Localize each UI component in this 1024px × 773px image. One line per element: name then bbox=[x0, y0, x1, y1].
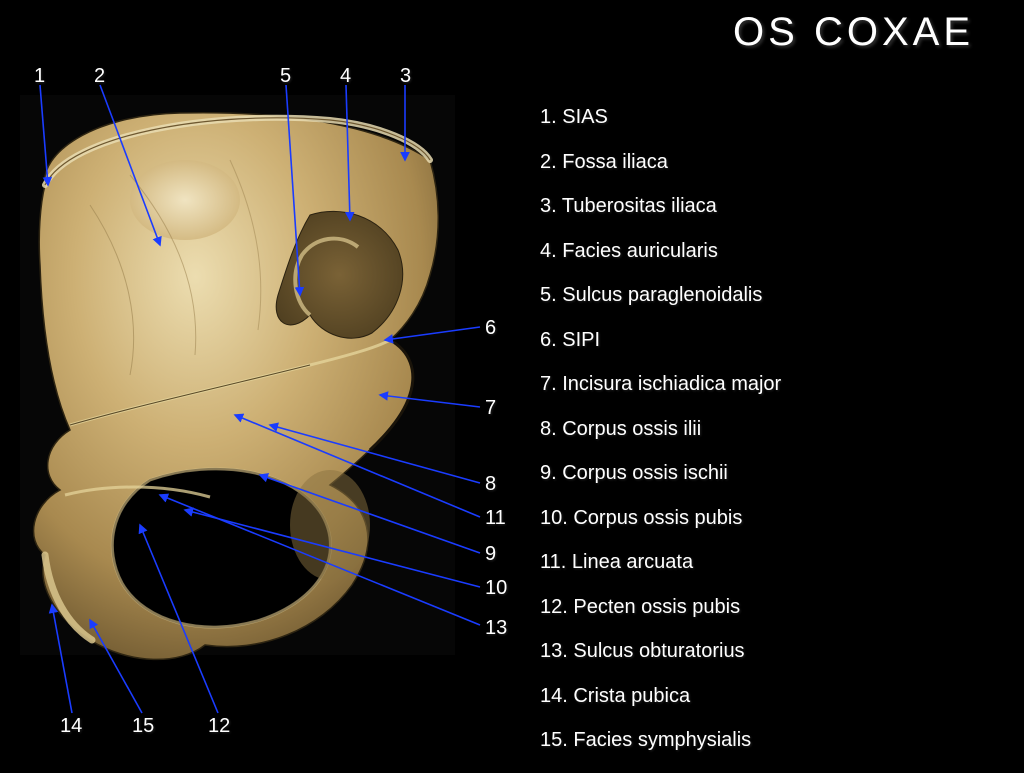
diagram-number-label: 10 bbox=[485, 577, 507, 600]
diagram-number-label: 11 bbox=[485, 507, 506, 530]
diagram-number-label: 12 bbox=[208, 715, 230, 738]
legend-item: 6. SIPI bbox=[540, 328, 781, 352]
legend-item: 1. SIAS bbox=[540, 105, 781, 129]
legend-item: 10. Corpus ossis pubis bbox=[540, 506, 781, 530]
bone-illustration bbox=[10, 65, 460, 685]
diagram-number-label: 9 bbox=[485, 543, 496, 566]
diagram-number-label: 8 bbox=[485, 473, 496, 496]
diagram-number-label: 6 bbox=[485, 317, 496, 340]
legend-list: 1. SIAS 2. Fossa iliaca 3. Tuberositas i… bbox=[540, 105, 781, 773]
diagram-number-label: 15 bbox=[132, 715, 154, 738]
legend-item: 3. Tuberositas iliaca bbox=[540, 194, 781, 218]
legend-item: 4. Facies auricularis bbox=[540, 239, 781, 263]
legend-item: 5. Sulcus paraglenoidalis bbox=[540, 283, 781, 307]
diagram-number-label: 3 bbox=[400, 65, 411, 88]
slide: OS COXAE 1. SIAS 2. Fossa iliaca 3. Tube… bbox=[0, 0, 1024, 768]
diagram-number-label: 4 bbox=[340, 65, 351, 88]
legend-item: 14. Crista pubica bbox=[540, 684, 781, 708]
legend-item: 7. Incisura ischiadica major bbox=[540, 372, 781, 396]
diagram-number-label: 2 bbox=[94, 65, 105, 88]
diagram-number-label: 13 bbox=[485, 617, 507, 640]
diagram-number-label: 5 bbox=[280, 65, 291, 88]
legend-item: 11. Linea arcuata bbox=[540, 550, 781, 574]
legend-item: 9. Corpus ossis ischii bbox=[540, 461, 781, 485]
diagram-number-label: 14 bbox=[60, 715, 82, 738]
diagram-number-label: 7 bbox=[485, 397, 496, 420]
diagram-area: 125436781191013141512 bbox=[10, 65, 510, 745]
legend-item: 15. Facies symphysialis bbox=[540, 728, 781, 752]
legend-item: 2. Fossa iliaca bbox=[540, 150, 781, 174]
slide-title: OS COXAE bbox=[733, 10, 974, 55]
legend-item: 12. Pecten ossis pubis bbox=[540, 595, 781, 619]
legend-item: 8. Corpus ossis ilii bbox=[540, 417, 781, 441]
legend-item: 13. Sulcus obturatorius bbox=[540, 639, 781, 663]
diagram-number-label: 1 bbox=[34, 65, 45, 88]
